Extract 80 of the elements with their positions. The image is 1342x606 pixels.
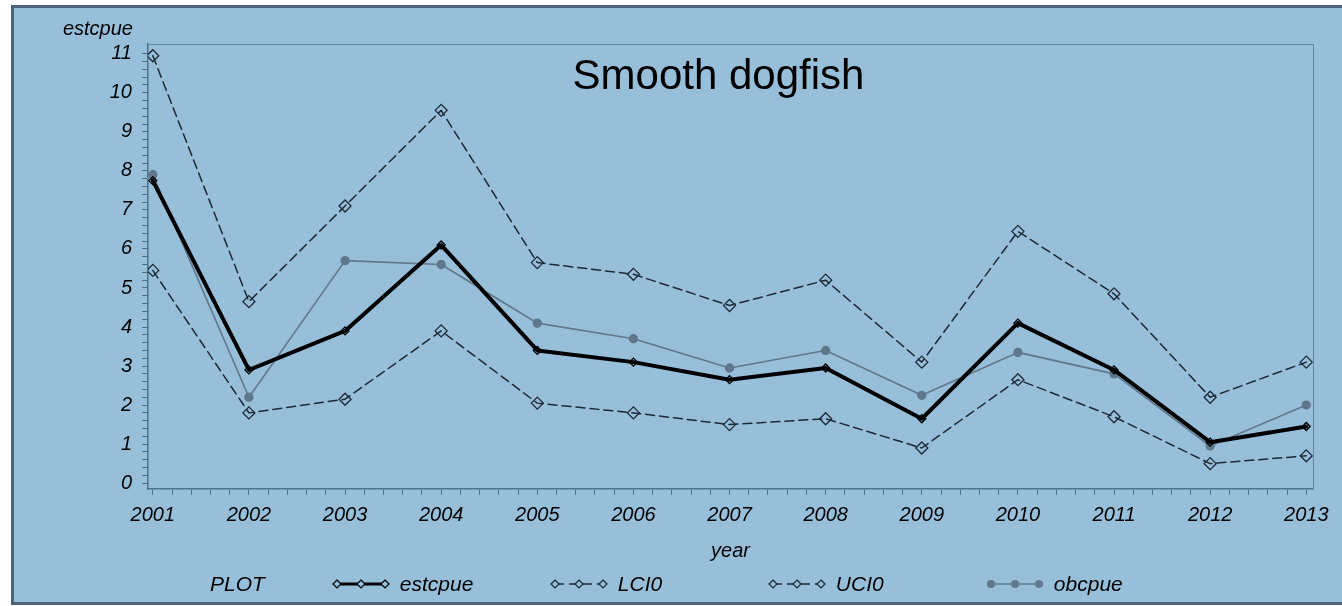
point	[1107, 287, 1121, 301]
point	[1011, 373, 1025, 387]
point	[915, 355, 929, 369]
point	[1301, 421, 1311, 432]
y-tick-label: 5	[120, 275, 133, 298]
x-tick-label: 2011	[1091, 502, 1136, 525]
legend-label: LCI0	[617, 571, 663, 597]
point	[434, 324, 448, 338]
point	[242, 406, 256, 420]
x-tick-label: 2008	[802, 502, 848, 525]
y-tick-label: 3	[120, 353, 132, 376]
point	[821, 363, 831, 373]
point	[244, 392, 254, 402]
point	[626, 267, 641, 281]
point	[338, 392, 352, 406]
y-tick-label: 4	[120, 314, 132, 337]
point	[530, 255, 544, 270]
point	[242, 294, 256, 309]
point	[628, 334, 639, 344]
x-tick-label: 2001	[129, 502, 176, 525]
point	[1203, 456, 1217, 471]
x-tick-label: 2013	[1283, 502, 1329, 525]
point	[1203, 390, 1217, 404]
point	[340, 255, 350, 266]
y-tick-label: 9	[120, 119, 132, 142]
point	[1205, 437, 1215, 447]
point	[532, 345, 542, 356]
point	[1011, 224, 1025, 239]
y-tick-label: 1	[120, 431, 132, 454]
point	[436, 240, 446, 250]
point	[724, 363, 735, 373]
point	[722, 417, 737, 432]
y-tick-label: 2	[119, 392, 132, 415]
y-tick-label: 7	[120, 197, 133, 220]
x-tick-label: 2005	[514, 502, 561, 525]
point	[1299, 449, 1313, 463]
x-axis-title: year	[709, 538, 752, 561]
point	[532, 318, 542, 328]
x-tick-label: 2004	[417, 502, 464, 525]
x-tick-label: 2012	[1186, 502, 1233, 525]
point	[148, 175, 158, 186]
point	[436, 259, 446, 270]
point	[148, 263, 160, 278]
x-tick-label: 2002	[225, 502, 272, 525]
y-tick-label: 0	[120, 470, 132, 493]
legend-title: PLOT	[210, 571, 265, 597]
legend-label: UCI0	[835, 571, 884, 597]
point	[148, 49, 160, 63]
point	[530, 396, 544, 410]
chart-title: Smooth dogfish	[572, 50, 865, 98]
y-tick-label: 8	[120, 158, 132, 181]
point	[338, 199, 352, 213]
point	[915, 441, 929, 455]
point	[244, 365, 254, 375]
point	[1301, 400, 1311, 410]
y-tick-label: 6	[120, 236, 133, 259]
point	[722, 298, 737, 313]
x-tick-label: 2006	[610, 502, 657, 525]
point	[1013, 318, 1023, 328]
x-tick-label: 2007	[706, 502, 753, 525]
point	[1107, 410, 1121, 424]
point	[1109, 365, 1119, 375]
point	[434, 103, 448, 118]
x-tick-label: 2009	[898, 502, 945, 525]
x-tick-label: 2003	[321, 502, 368, 525]
point	[626, 406, 641, 420]
y-axis-title: estcpue	[62, 16, 133, 39]
x-tick-label: 2010	[994, 502, 1041, 525]
point	[821, 345, 831, 356]
legend-label: estcpue	[399, 571, 474, 597]
y-tick-label: 11	[111, 41, 132, 64]
point	[819, 273, 833, 287]
point	[819, 412, 833, 426]
point	[917, 390, 927, 400]
point	[1299, 355, 1313, 369]
point	[340, 326, 350, 336]
legend-label: obcpue	[1053, 571, 1123, 597]
point	[917, 414, 927, 424]
point	[1013, 347, 1023, 358]
y-tick-label: 10	[109, 80, 132, 103]
